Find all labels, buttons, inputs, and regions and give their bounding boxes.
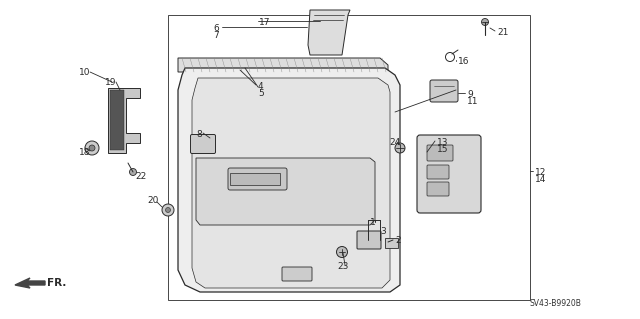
Text: 12: 12 <box>535 168 547 177</box>
FancyBboxPatch shape <box>417 135 481 213</box>
Text: 17: 17 <box>259 18 271 27</box>
FancyBboxPatch shape <box>430 80 458 102</box>
Polygon shape <box>308 10 350 55</box>
Text: 16: 16 <box>458 57 470 66</box>
Text: 8: 8 <box>196 130 202 139</box>
Circle shape <box>162 204 174 216</box>
Text: 3: 3 <box>380 227 386 236</box>
FancyBboxPatch shape <box>282 267 312 281</box>
Text: 11: 11 <box>467 97 479 106</box>
Circle shape <box>481 19 488 26</box>
Polygon shape <box>192 78 390 288</box>
Polygon shape <box>178 68 400 292</box>
Circle shape <box>166 207 170 212</box>
Circle shape <box>89 145 95 151</box>
Text: SV43-B9920B: SV43-B9920B <box>530 299 582 308</box>
Circle shape <box>85 141 99 155</box>
Polygon shape <box>178 58 388 72</box>
FancyBboxPatch shape <box>228 168 287 190</box>
FancyBboxPatch shape <box>191 135 216 153</box>
Polygon shape <box>385 238 398 248</box>
Bar <box>230 173 280 185</box>
Text: 19: 19 <box>105 78 116 87</box>
Text: 14: 14 <box>535 175 547 184</box>
Polygon shape <box>15 278 45 288</box>
Circle shape <box>395 143 405 153</box>
Text: 7: 7 <box>213 31 219 40</box>
Circle shape <box>129 168 136 175</box>
Bar <box>168 15 530 300</box>
Text: 18: 18 <box>79 148 90 157</box>
Bar <box>110 90 124 150</box>
Text: 23: 23 <box>337 262 348 271</box>
Text: 20: 20 <box>147 196 158 205</box>
Polygon shape <box>108 88 140 153</box>
Polygon shape <box>196 158 375 225</box>
Text: 1: 1 <box>370 218 376 227</box>
Text: 13: 13 <box>437 138 449 147</box>
Circle shape <box>337 247 348 257</box>
Text: 24: 24 <box>389 138 400 147</box>
FancyBboxPatch shape <box>427 145 453 161</box>
Text: 10: 10 <box>79 68 90 77</box>
Text: 15: 15 <box>437 145 449 154</box>
FancyBboxPatch shape <box>357 231 381 249</box>
FancyBboxPatch shape <box>427 182 449 196</box>
Text: 9: 9 <box>467 90 473 99</box>
Text: 21: 21 <box>497 28 508 37</box>
Text: 6: 6 <box>213 24 219 33</box>
Text: 4: 4 <box>258 82 264 91</box>
Text: FR.: FR. <box>47 278 67 288</box>
Text: 2: 2 <box>395 236 401 245</box>
Text: 22: 22 <box>135 172 147 181</box>
FancyBboxPatch shape <box>427 165 449 179</box>
Text: 5: 5 <box>258 89 264 98</box>
